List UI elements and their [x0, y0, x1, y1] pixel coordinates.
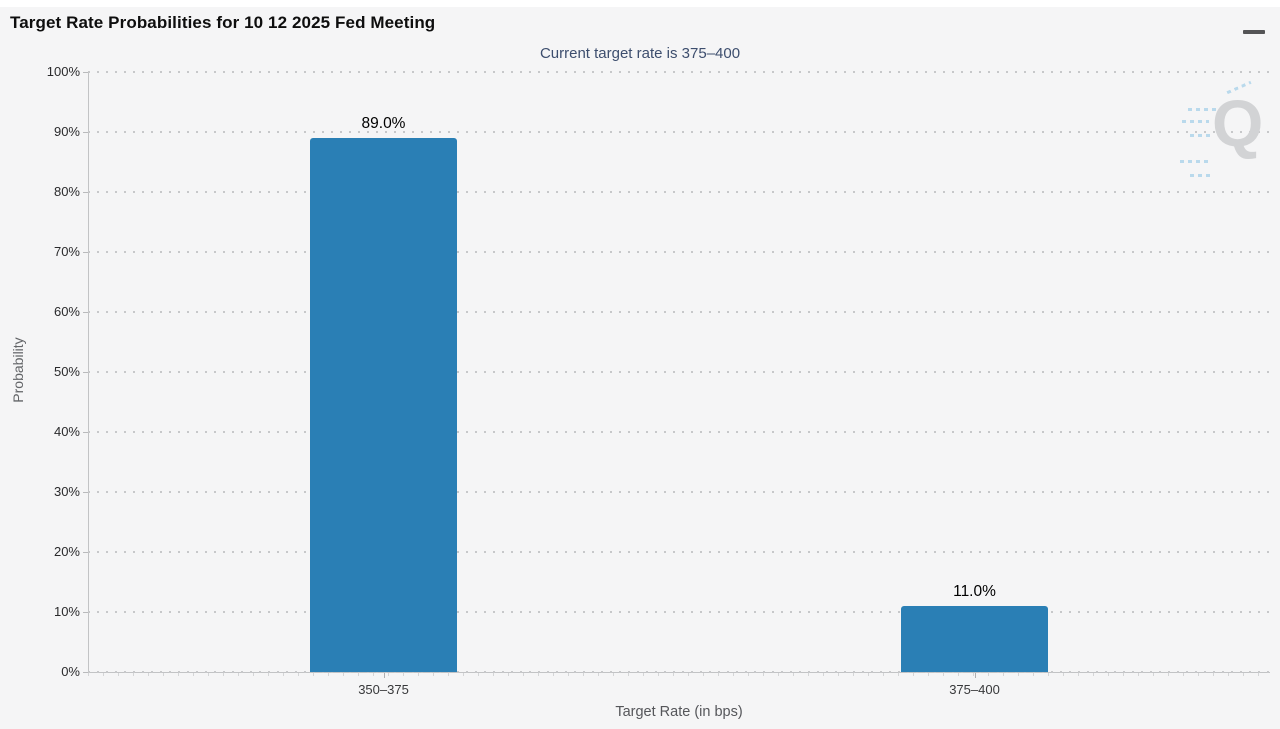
y-tick-label: 10% [53, 604, 80, 619]
hamburger-menu-icon[interactable] [1243, 18, 1265, 37]
y-tick-mark [83, 72, 88, 73]
y-tick-label: 20% [53, 544, 80, 559]
y-tick-mark [83, 612, 88, 613]
gridline [88, 371, 1270, 373]
y-tick-label: 50% [53, 364, 80, 379]
y-tick-label: 0% [61, 664, 80, 679]
x-tick-label: 350–375 [358, 682, 409, 697]
y-tick-mark [83, 132, 88, 133]
x-axis-title: Target Rate (in bps) [615, 704, 743, 720]
gridline [88, 131, 1270, 133]
y-tick-label: 90% [53, 124, 80, 139]
y-tick-label: 40% [53, 424, 80, 439]
y-tick-label: 30% [53, 484, 80, 499]
bar-value-label: 89.0% [361, 115, 406, 132]
y-tick-mark [83, 192, 88, 193]
bar-value-label: 11.0% [953, 583, 996, 600]
probability-bar[interactable] [310, 138, 457, 672]
x-tick-mark [974, 673, 976, 678]
y-tick-mark [83, 372, 88, 373]
y-tick-label: 100% [46, 64, 80, 79]
y-tick-mark [83, 492, 88, 493]
gridline [88, 311, 1270, 313]
gridline [88, 71, 1270, 73]
gridline [88, 551, 1270, 553]
y-tick-mark [83, 432, 88, 433]
y-tick-mark [83, 312, 88, 313]
gridline [88, 491, 1270, 493]
gridline [88, 251, 1270, 253]
y-tick-mark [83, 252, 88, 253]
x-tick-label: 375–400 [949, 682, 1000, 697]
y-tick-label: 80% [53, 184, 80, 199]
y-tick-mark [83, 552, 88, 553]
gridline [88, 431, 1270, 433]
gridline [88, 611, 1270, 613]
top-strip [0, 0, 1280, 7]
probability-bar[interactable] [901, 606, 1048, 672]
plot-area [88, 71, 1270, 673]
hamburger-bar [1243, 30, 1265, 34]
gridline [88, 191, 1270, 193]
x-tick-mark [383, 673, 385, 678]
y-tick-mark [83, 672, 88, 673]
current-rate-subtitle: Current target rate is 375–400 [539, 45, 741, 62]
y-tick-label: 60% [53, 304, 80, 319]
gridline [88, 671, 1270, 673]
chart-title: Target Rate Probabilities for 10 12 2025… [10, 13, 436, 32]
y-tick-label: 70% [53, 244, 80, 259]
x-axis-minor-ticks [88, 673, 1270, 676]
